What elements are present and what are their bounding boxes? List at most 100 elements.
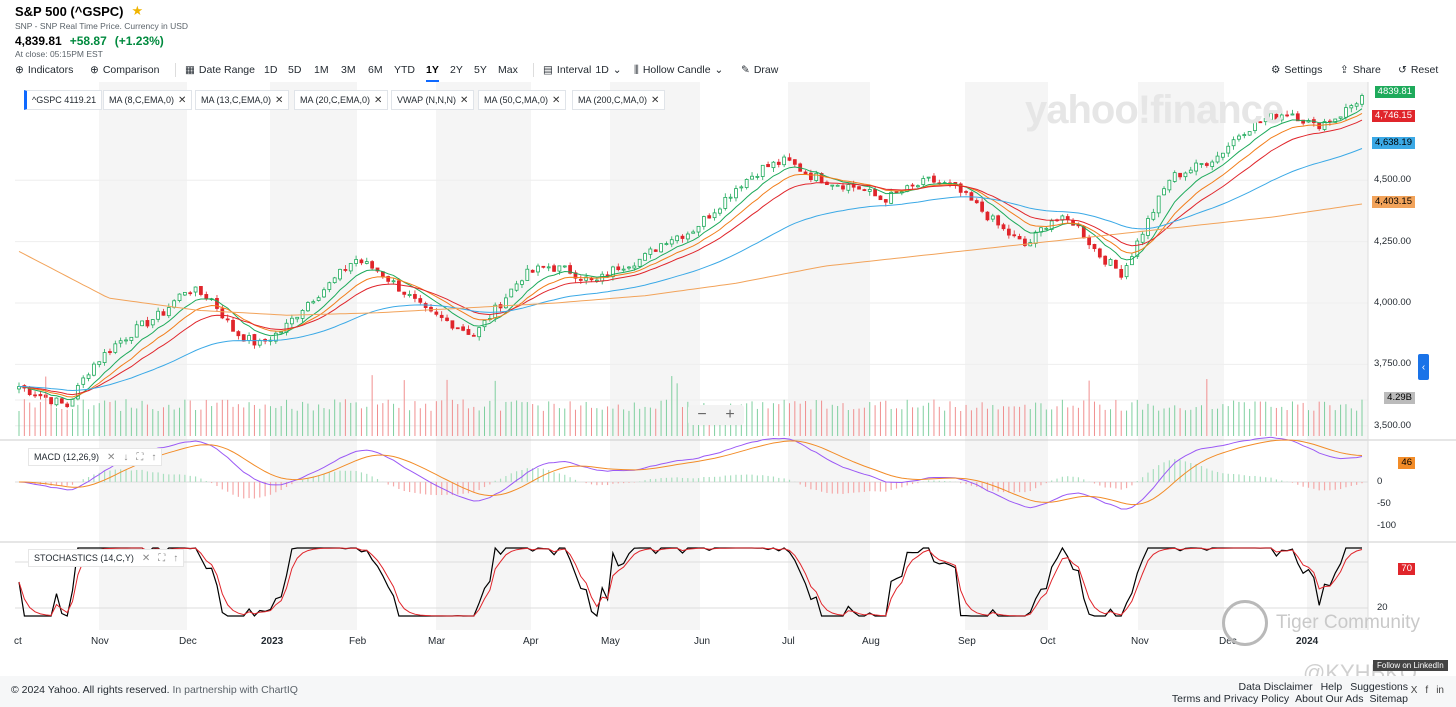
candle-body	[1231, 139, 1236, 147]
candle-body	[504, 297, 508, 309]
expand-icon[interactable]: ⛶	[158, 552, 166, 564]
time-axis-label: Aug	[862, 636, 880, 647]
range-2y[interactable]: 2Y	[450, 64, 463, 76]
candle-body	[1087, 236, 1091, 246]
expand-icon[interactable]: ⛶	[136, 451, 144, 463]
calendar-icon: ▤	[543, 64, 553, 76]
candle-body	[1119, 268, 1124, 278]
candle-body	[1017, 236, 1022, 240]
arrow-up-icon[interactable]: ↑	[151, 451, 157, 463]
candle-body	[541, 265, 546, 268]
macd-line	[18, 436, 1363, 510]
candle-body	[1269, 112, 1273, 121]
footer-link[interactable]: Data Disclaimer	[1238, 681, 1313, 693]
candle-body	[611, 266, 615, 278]
close-icon[interactable]: ✕	[552, 94, 561, 106]
candle-body	[1199, 163, 1204, 165]
legend-label: MA (20,C,EMA,0)	[300, 95, 371, 105]
settings-button[interactable]: ⚙ Settings	[1271, 64, 1323, 76]
star-icon[interactable]: ★	[131, 3, 144, 18]
range-1m[interactable]: 1M	[314, 64, 329, 76]
candle-body	[434, 311, 439, 315]
candle-body	[974, 200, 979, 204]
chart-canvas[interactable]	[0, 82, 1456, 682]
range-6m[interactable]: 6M	[368, 64, 383, 76]
candle-body	[247, 335, 251, 341]
stoch-panel-header: STOCHASTICS (14,C,Y) ✕ ⛶ ↑	[28, 549, 185, 567]
legend-study[interactable]: VWAP (N,N,N) ✕	[391, 90, 475, 110]
legend-study[interactable]: MA (8,C,EMA,0) ✕	[103, 90, 193, 110]
close-icon[interactable]: ✕	[178, 94, 187, 106]
share-button[interactable]: ⇪ Share	[1340, 64, 1381, 76]
range-1y[interactable]: 1Y	[426, 60, 439, 82]
legend-study[interactable]: MA (13,C,EMA,0) ✕	[195, 90, 290, 110]
date-range-button[interactable]: ▦ Date Range	[185, 64, 255, 76]
candle-body	[252, 334, 257, 346]
candle-body	[38, 394, 43, 397]
candle-body	[1103, 255, 1108, 265]
arrow-up-icon[interactable]: ↑	[173, 552, 179, 564]
close-icon[interactable]: ✕	[460, 94, 469, 106]
range-1d[interactable]: 1D	[264, 64, 278, 76]
interval-button[interactable]: ▤ Interval 1D ⌄	[543, 64, 622, 76]
candle-body	[156, 310, 160, 320]
footer-link[interactable]: Help	[1320, 681, 1343, 693]
candle-body	[910, 184, 915, 187]
candle-body	[129, 336, 134, 341]
footer-link[interactable]: Sitemap	[1369, 693, 1408, 705]
candle-body	[632, 265, 637, 269]
candle-body	[958, 183, 963, 193]
social-f-icon[interactable]: f	[1425, 685, 1429, 696]
candle-body	[1215, 155, 1220, 163]
month-band	[610, 82, 700, 630]
candle-body	[760, 164, 765, 177]
legend-symbol[interactable]: ^GSPC 4119.21	[24, 90, 103, 110]
footer-link[interactable]: Suggestions	[1350, 681, 1408, 693]
zoom-controls: − +	[688, 405, 744, 425]
candle-body	[1135, 240, 1140, 257]
candle-body	[33, 394, 37, 397]
social-X-icon[interactable]: X	[1410, 685, 1418, 696]
ma50-line	[18, 148, 1363, 392]
close-icon[interactable]: ✕	[107, 451, 116, 463]
tiger-logo-icon	[1222, 600, 1268, 646]
time-axis-label: Sep	[958, 636, 976, 647]
range-5y[interactable]: 5Y	[474, 64, 487, 76]
price-axis-label: 3,750.00	[1374, 358, 1411, 370]
footer-link[interactable]: About Our Ads	[1295, 693, 1364, 705]
candle-body	[1113, 259, 1118, 269]
candle-body	[108, 351, 112, 354]
indicators-button[interactable]: ⊕ Indicators	[15, 64, 74, 76]
range-3m[interactable]: 3M	[341, 64, 356, 76]
chart-toolbar: ⊕ Indicators ⊕ Comparison ▦ Date Range 1D 5D…	[0, 60, 1456, 82]
close-icon[interactable]: ✕	[651, 94, 660, 106]
draw-button[interactable]: ✎ Draw	[741, 64, 779, 76]
comparison-button[interactable]: ⊕ Comparison	[90, 64, 160, 76]
candle-body	[413, 294, 417, 299]
zoom-out-icon[interactable]: −	[697, 406, 707, 423]
footer-link[interactable]: Terms and Privacy Policy	[1171, 693, 1290, 705]
legend-study[interactable]: MA (20,C,EMA,0) ✕	[294, 90, 389, 110]
chart-type-button[interactable]: ⫼ Hollow Candle ⌄	[634, 63, 724, 77]
social-in-icon[interactable]: in	[1436, 685, 1444, 696]
close-icon[interactable]: ✕	[275, 94, 284, 106]
collapse-panel-button[interactable]: ‹	[1418, 354, 1429, 380]
zoom-in-icon[interactable]: +	[725, 406, 735, 423]
close-icon[interactable]: ✕	[374, 94, 383, 106]
range-max[interactable]: Max	[498, 64, 518, 76]
candle-body	[921, 178, 926, 185]
time-axis-label: Feb	[349, 636, 367, 647]
legend-study[interactable]: MA (200,C,MA,0) ✕	[572, 90, 666, 110]
range-5d[interactable]: 5D	[288, 64, 302, 76]
range-ytd[interactable]: YTD	[394, 64, 415, 76]
price-axis-label: 4,000.00	[1374, 296, 1411, 308]
arrow-down-icon[interactable]: ↓	[123, 451, 129, 463]
ma50-tag: 4,638.19	[1372, 137, 1415, 149]
legend-study[interactable]: MA (50,C,MA,0) ✕	[478, 90, 567, 110]
close-icon[interactable]: ✕	[141, 552, 151, 564]
reset-button[interactable]: ↺ Reset	[1398, 64, 1439, 76]
candle-body	[557, 265, 562, 272]
candle-body	[980, 201, 984, 212]
candle-body	[803, 171, 808, 175]
candle-body	[707, 215, 712, 219]
